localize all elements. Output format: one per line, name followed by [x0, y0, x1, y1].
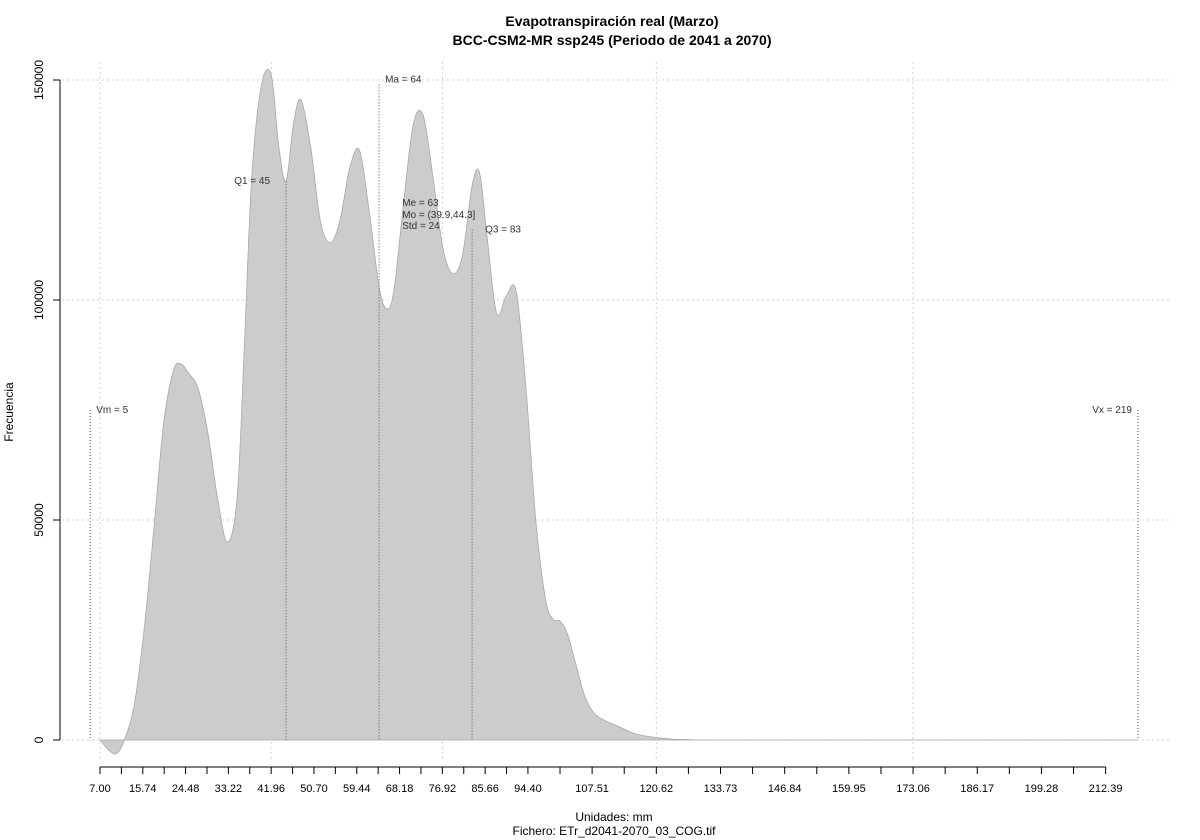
- x-tick-label: 146.84: [768, 783, 802, 795]
- x-tick-label: 94.40: [514, 783, 542, 795]
- x-tick-label: 41.96: [257, 783, 285, 795]
- chart-title: Evapotranspiración real (Marzo): [505, 13, 718, 29]
- vx-label: Vx = 219: [1092, 405, 1132, 416]
- me-label: Me = 63: [402, 198, 439, 209]
- x-tick-label: 7.00: [89, 783, 110, 795]
- x-tick-label: 159.95: [832, 783, 866, 795]
- ma-label: Ma = 64: [385, 74, 422, 85]
- x-tick-label: 33.22: [215, 783, 243, 795]
- x-axis: 7.00 15.74 24.48 33.22 41.96 50.70 59.44 68.18 7…: [89, 766, 1123, 795]
- footer-filename: Fichero: ETr_d2041-2070_03_COG.tif: [513, 824, 717, 838]
- x-tick-label: 76.92: [429, 783, 457, 795]
- x-tick-label: 85.66: [471, 783, 499, 795]
- y-tick-label: 0: [32, 736, 46, 743]
- x-tick-label: 186.17: [960, 783, 994, 795]
- x-tick-label: 50.70: [300, 783, 328, 795]
- x-tick-label: 199.28: [1025, 783, 1059, 795]
- x-tick-label: 59.44: [343, 783, 371, 795]
- chart-subtitle: BCC-CSM2-MR ssp245 (Periodo de 2041 a 20…: [453, 32, 772, 48]
- x-tick-label: 107.51: [575, 783, 609, 795]
- y-tick-label: 100000: [32, 280, 46, 320]
- x-tick-label: 173.06: [896, 783, 930, 795]
- y-tick-label: 150000: [32, 60, 46, 100]
- x-tick-label: 24.48: [172, 783, 200, 795]
- q1-label: Q1 = 45: [234, 176, 270, 187]
- y-axis: 0 50000 100000 150000: [32, 60, 61, 743]
- density-area: [99, 69, 1138, 755]
- mo-label: Mo = (39.9,44.3]: [402, 210, 475, 221]
- x-tick-label: 120.62: [639, 783, 673, 795]
- vm-label: Vm = 5: [96, 405, 128, 416]
- std-label: Std = 24: [402, 221, 440, 232]
- q3-label: Q3 = 83: [485, 225, 521, 236]
- y-tick-label: 50000: [32, 503, 46, 537]
- y-axis-label: Frecuencia: [2, 382, 16, 442]
- x-tick-label: 133.73: [704, 783, 738, 795]
- x-tick-label: 15.74: [129, 783, 157, 795]
- x-tick-label: 68.18: [386, 783, 414, 795]
- x-axis-label: Unidades: mm: [575, 810, 652, 824]
- x-tick-label: 212.39: [1089, 783, 1123, 795]
